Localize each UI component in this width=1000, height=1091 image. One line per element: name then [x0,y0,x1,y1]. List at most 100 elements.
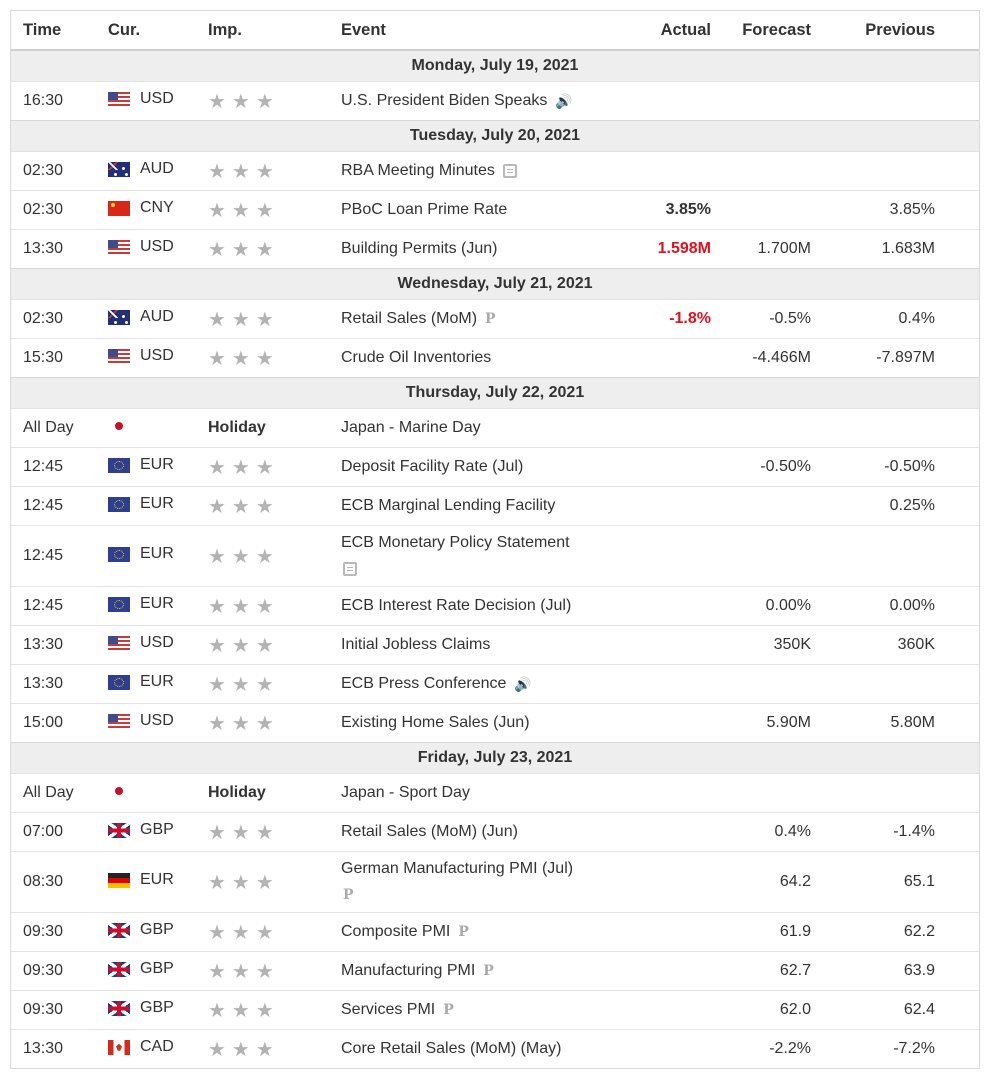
event-name[interactable]: PBoC Loan Prime Rate [341,201,508,218]
event-currency-cell [108,773,208,813]
event-name[interactable]: ECB Monetary Policy Statement [341,534,570,551]
actual-value: -1.8% [628,299,711,339]
event-time: All Day [11,408,108,448]
event-row[interactable]: 02:30 CNY ★★★ PBoC Loan Prime Rate 3.85% 3.85… [11,190,979,230]
actual-value [628,773,711,813]
currency-code: USD [140,712,174,730]
event-name[interactable]: Core Retail Sales (MoM) (May) [341,1040,562,1057]
event-row[interactable]: 09:30 GBP ★★★ Services PMI P 62.0 62.4 [11,990,979,1030]
event-row[interactable]: 07:00 GBP ★★★ Retail Sales (MoM) (Jun) 0.4% -… [11,812,979,852]
row-spacer [935,990,979,1030]
speaker-icon[interactable]: 🔊 [514,675,532,692]
flag-gb-icon [108,961,130,977]
currency: GBP [108,999,174,1017]
event-row[interactable]: 02:30 AUD ★★★ RBA Meeting Minutes [11,151,979,191]
event-currency-cell: GBP [108,990,208,1030]
event-name[interactable]: Deposit Facility Rate (Jul) [341,458,524,475]
event-cell: ECB Marginal Lending Facility [341,486,628,526]
event-time: 13:30 [11,1029,108,1068]
event-row[interactable]: 13:30 USD ★★★ Building Permits (Jun) 1.598M 1… [11,229,979,269]
event-row[interactable]: 08:30 EUR ★★★ German Manufacturing PMI (Jul… [11,851,979,913]
currency-code: GBP [140,821,174,839]
forecast-value [711,664,811,704]
event-row[interactable]: 12:45 EUR ★★★ ECB Marginal Lending Facility… [11,486,979,526]
currency: CNY [108,199,174,217]
event-name[interactable]: Initial Jobless Claims [341,636,491,653]
event-time: 12:45 [11,586,108,626]
header-event[interactable]: Event [341,11,628,51]
header-time[interactable]: Time [11,11,108,51]
flag-us-icon [108,91,130,107]
event-name[interactable]: ECB Marginal Lending Facility [341,497,556,514]
speaker-icon[interactable]: 🔊 [555,92,573,109]
forecast-value [711,151,811,191]
event-name[interactable]: Retail Sales (MoM) (Jun) [341,823,518,840]
event-row[interactable]: 12:45 EUR ★★★ Deposit Facility Rate (Jul) -0… [11,447,979,487]
previous-value [811,664,935,704]
event-name[interactable]: Japan - Sport Day [341,784,470,801]
event-row[interactable]: 13:30 EUR ★★★ ECB Press Conference 🔊 [11,664,979,704]
importance-stars-icon: ★★★ [208,1029,341,1068]
event-name[interactable]: Retail Sales (MoM) [341,310,478,328]
event-row[interactable]: 13:30 USD ★★★ Initial Jobless Claims 350K 360… [11,625,979,665]
previous-value: 0.00% [811,586,935,626]
event-cell: Composite PMI P [341,912,628,952]
event-row[interactable]: All Day Holiday Japan - Sport Day [11,773,979,813]
day-header-row: Friday, July 23, 2021 [11,742,979,774]
prelim-icon[interactable]: P [485,310,496,327]
event-name[interactable]: German Manufacturing PMI (Jul) [341,859,574,877]
prelim-icon[interactable]: P [483,962,494,979]
event-row[interactable]: 13:30 CAD ★★★ Core Retail Sales (MoM) (May)… [11,1029,979,1068]
event-time: 02:30 [11,190,108,230]
event-cell: U.S. President Biden Speaks 🔊 [341,81,628,121]
forecast-value [711,408,811,448]
event-name[interactable]: Manufacturing PMI [341,962,476,980]
row-spacer [935,664,979,704]
header-importance[interactable]: Imp. [208,11,341,51]
currency: USD [108,347,174,365]
flag-cn-icon [108,200,130,216]
header-previous[interactable]: Previous [811,11,935,51]
importance-stars-icon: ★★★ [208,664,341,704]
event-currency-cell: CNY [108,190,208,230]
prelim-icon[interactable]: P [458,923,469,940]
previous-value [811,525,935,587]
event-row[interactable]: 15:00 USD ★★★ Existing Home Sales (Jun) 5.90… [11,703,979,743]
report-icon[interactable] [502,163,517,178]
previous-value [811,151,935,191]
holiday-label: Holiday [208,773,341,813]
prelim-icon[interactable]: P [443,1001,454,1018]
event-name[interactable]: ECB Press Conference [341,675,507,693]
importance-stars-icon: ★★★ [208,151,341,191]
event-name[interactable]: Composite PMI [341,923,451,941]
event-row[interactable]: 12:45 EUR ★★★ ECB Monetary Policy Statement [11,525,979,587]
flag-us-icon [108,635,130,651]
forecast-value [711,486,811,526]
event-name[interactable]: Existing Home Sales (Jun) [341,714,530,731]
event-row[interactable]: All Day Holiday Japan - Marine Day [11,408,979,448]
event-name[interactable]: Services PMI [341,1001,436,1019]
importance-stars-icon: ★★★ [208,912,341,952]
header-forecast[interactable]: Forecast [711,11,811,51]
header-currency[interactable]: Cur. [108,11,208,51]
report-icon[interactable] [343,561,357,576]
header-actual[interactable]: Actual [628,11,711,51]
event-name[interactable]: Japan - Marine Day [341,419,481,436]
prelim-icon[interactable]: P [343,886,354,903]
currency-code: USD [140,238,174,256]
event-row[interactable]: 09:30 GBP ★★★ Manufacturing PMI P 62.7 63.9 [11,951,979,991]
event-name[interactable]: U.S. President Biden Speaks [341,92,548,110]
event-name[interactable]: Crude Oil Inventories [341,349,492,366]
row-spacer [935,408,979,448]
event-row[interactable]: 16:30 USD ★★★ U.S. President Biden Speaks 🔊 [11,81,979,121]
event-time: 12:45 [11,447,108,487]
event-row[interactable]: 02:30 AUD ★★★ Retail Sales (MoM) P -1.8% -0.5%… [11,299,979,339]
event-name[interactable]: RBA Meeting Minutes [341,162,495,179]
event-name[interactable]: Building Permits (Jun) [341,240,498,257]
row-spacer [935,229,979,269]
event-row[interactable]: 12:45 EUR ★★★ ECB Interest Rate Decision (J… [11,586,979,626]
event-row[interactable]: 15:30 USD ★★★ Crude Oil Inventories -4.466M -… [11,338,979,378]
event-name[interactable]: ECB Interest Rate Decision (Jul) [341,597,572,614]
currency-code: EUR [140,495,174,513]
event-row[interactable]: 09:30 GBP ★★★ Composite PMI P 61.9 62.2 [11,912,979,952]
